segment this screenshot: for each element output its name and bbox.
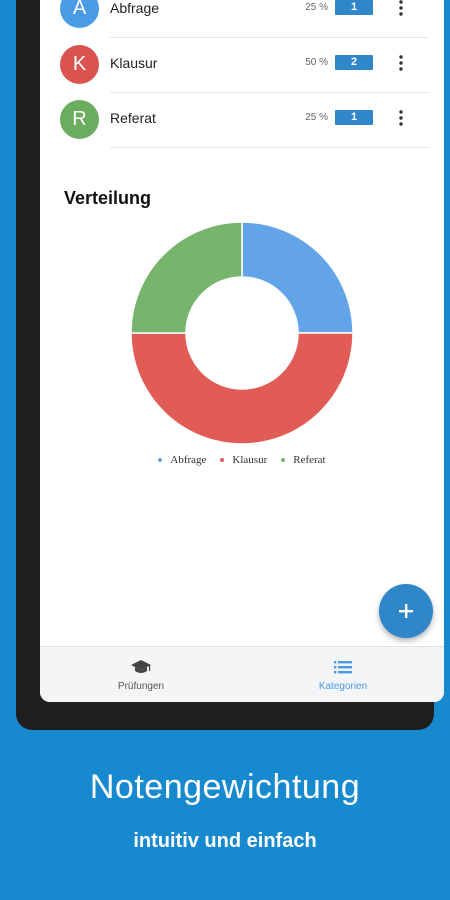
category-percent: 25 %	[305, 112, 328, 123]
avatar-letter: R	[72, 108, 87, 130]
section-title: Verteilung	[64, 188, 152, 208]
divider	[110, 147, 428, 148]
legend-swatch	[158, 458, 163, 462]
pie-slice-referat	[130, 221, 243, 334]
avatar-letter: K	[72, 53, 87, 75]
legend-label: Referat	[293, 454, 326, 466]
category-count-badge: 2	[335, 55, 373, 70]
legend-label: Abfrage	[170, 454, 207, 466]
avatar: K	[60, 45, 99, 84]
category-percent: 25 %	[305, 2, 328, 13]
chart-legend: Abfrage Klausur Referat	[40, 454, 444, 466]
legend-item: Klausur	[220, 454, 267, 466]
list-item[interactable]: K Klausur 50 % 2	[40, 37, 444, 92]
category-name: Abfrage	[110, 0, 160, 16]
promo-subline: intuitiv und einfach	[133, 830, 317, 852]
app-screen: A Abfrage 25 % 1 K Klausur 50 % 2	[40, 0, 444, 702]
category-name: Klausur	[110, 55, 158, 71]
list-item[interactable]: A Abfrage 25 % 1	[40, 0, 444, 28]
phone-frame: A Abfrage 25 % 1 K Klausur 50 % 2	[16, 0, 444, 730]
avatar: A	[60, 0, 99, 28]
legend-swatch	[281, 458, 286, 462]
legend-item: Referat	[281, 454, 326, 466]
category-count-badge: 1	[335, 110, 373, 125]
legend-swatch	[220, 458, 225, 462]
donut-chart	[130, 221, 354, 445]
category-percent: 50 %	[305, 57, 328, 68]
list-item[interactable]: R Referat 25 % 1	[40, 92, 444, 147]
avatar-letter: A	[72, 0, 87, 19]
divider	[110, 92, 428, 93]
legend-label: Klausur	[232, 454, 268, 466]
nav-label: Kategorien	[318, 680, 368, 692]
nav-label: Prüfungen	[117, 680, 165, 692]
nav-item-kategorien[interactable]: Kategorien	[242, 647, 444, 702]
more-options-icon[interactable]	[392, 108, 410, 128]
nav-item-pruefungen[interactable]: Prüfungen	[40, 647, 242, 702]
category-name: Referat	[110, 110, 156, 126]
more-options-icon[interactable]	[392, 0, 410, 18]
divider	[110, 37, 428, 38]
category-count-badge: 1	[335, 0, 373, 15]
pie-slice-klausur	[130, 332, 354, 445]
promo-headline: Notengewichtung	[89, 768, 361, 806]
add-category-button[interactable]	[379, 584, 433, 638]
graduation-cap-icon	[131, 659, 151, 673]
more-options-icon[interactable]	[392, 53, 410, 73]
legend-item: Abfrage	[158, 454, 206, 466]
list-icon	[334, 660, 352, 673]
avatar: R	[60, 100, 99, 139]
pie-slice-abfrage	[241, 221, 354, 334]
plus-icon	[399, 604, 413, 618]
bottom-navigation: Prüfungen Kategorien	[40, 646, 444, 702]
